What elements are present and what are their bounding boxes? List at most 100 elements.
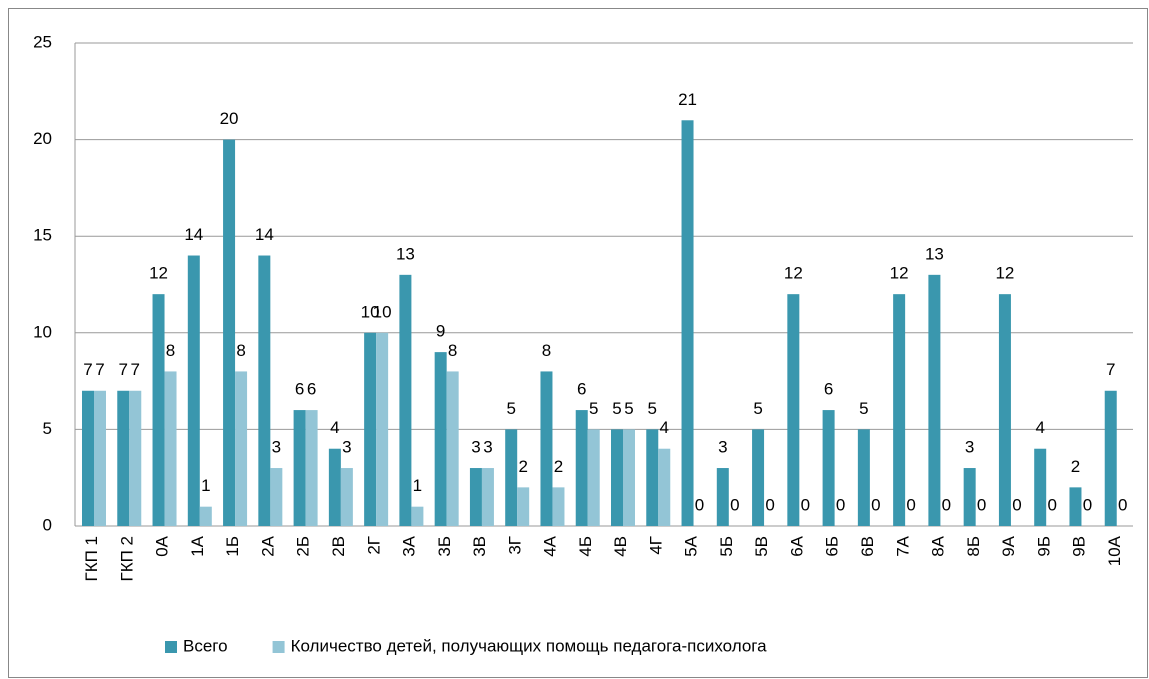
data-label: 2 — [1071, 457, 1080, 476]
bar — [681, 120, 694, 526]
bar — [623, 429, 635, 526]
data-label: 6 — [307, 380, 316, 399]
x-tick-label: 6А — [787, 535, 806, 556]
data-label: 6 — [295, 380, 304, 399]
y-tick-label: 10 — [33, 322, 52, 341]
data-label: 14 — [255, 225, 274, 244]
x-tick-label: 10А — [1105, 535, 1124, 566]
data-label: 0 — [871, 495, 880, 514]
legend-label: Всего — [183, 636, 228, 655]
data-label: 2 — [518, 457, 527, 476]
bar — [505, 429, 518, 526]
x-tick-label: 5Б — [717, 536, 736, 557]
data-label: 13 — [925, 244, 944, 263]
bar — [893, 294, 906, 526]
x-tick-label: 3В — [470, 536, 489, 557]
data-label: 0 — [1047, 495, 1056, 514]
bar — [305, 410, 318, 526]
x-tick-label: 4Г — [646, 536, 665, 555]
bar — [822, 410, 835, 526]
data-label: 8 — [448, 341, 457, 360]
data-label: 0 — [730, 495, 739, 514]
data-label: 5 — [612, 399, 621, 418]
legend-swatch — [272, 641, 285, 653]
data-label: 3 — [965, 438, 974, 457]
bar — [1069, 487, 1082, 526]
data-label: 1 — [413, 476, 422, 495]
bar — [340, 468, 353, 526]
x-tick-label: 8Б — [964, 536, 983, 557]
y-tick-label: 5 — [43, 419, 52, 438]
x-tick-label: 0А — [153, 535, 172, 556]
data-label: 3 — [272, 438, 281, 457]
x-tick-label: 3Г — [505, 536, 524, 555]
data-label: 14 — [184, 225, 203, 244]
data-label: 7 — [1106, 360, 1115, 379]
legend-label: Количество детей, получающих помощь педа… — [291, 636, 768, 655]
data-label: 5 — [753, 399, 762, 418]
data-label: 21 — [678, 90, 697, 109]
x-tick-label: 2Б — [294, 536, 313, 557]
data-label: 12 — [149, 264, 168, 283]
bar — [552, 487, 565, 526]
data-label: 0 — [977, 495, 986, 514]
x-tick-label: ГКП 1 — [82, 536, 101, 582]
x-tick-label: 6Б — [823, 536, 842, 557]
x-tick-label: 3А — [400, 535, 419, 556]
bar — [481, 468, 494, 526]
bar — [199, 506, 212, 526]
data-label: 12 — [995, 264, 1014, 283]
data-label: 5 — [624, 399, 633, 418]
bar — [364, 332, 377, 526]
bar — [658, 448, 671, 526]
data-label: 0 — [942, 495, 951, 514]
data-label: 9 — [436, 322, 445, 341]
data-label: 4 — [330, 418, 339, 437]
bar — [469, 468, 482, 526]
data-label: 0 — [1118, 495, 1127, 514]
legend-swatch — [165, 641, 177, 653]
data-label: 7 — [83, 360, 92, 379]
x-tick-label: 1А — [188, 535, 207, 556]
data-label: 13 — [396, 244, 415, 263]
x-tick-label: 5А — [682, 535, 701, 556]
x-tick-label: 4А — [541, 535, 560, 556]
data-label: 5 — [589, 399, 598, 418]
x-tick-label: 9Б — [1034, 536, 1053, 557]
chart-border — [8, 8, 1148, 678]
data-label: 10 — [373, 302, 392, 321]
bar — [857, 429, 870, 526]
data-label: 4 — [1035, 418, 1044, 437]
y-tick-label: 25 — [33, 32, 52, 51]
data-label: 0 — [695, 495, 704, 514]
x-tick-label: 9А — [999, 535, 1018, 556]
x-tick-label: 2А — [258, 535, 277, 556]
bar — [129, 390, 142, 526]
data-label: 6 — [824, 380, 833, 399]
bar — [575, 410, 588, 526]
data-label: 7 — [131, 360, 140, 379]
data-label: 0 — [765, 495, 774, 514]
bar — [82, 390, 94, 526]
data-label: 7 — [95, 360, 104, 379]
data-label: 12 — [784, 264, 803, 283]
bar — [434, 352, 447, 526]
x-tick-label: 1Б — [223, 536, 242, 557]
data-label: 0 — [1083, 495, 1092, 514]
bar — [963, 468, 976, 526]
x-tick-label: 3Б — [435, 536, 454, 557]
bar — [328, 448, 341, 526]
data-label: 3 — [471, 438, 480, 457]
bar — [187, 255, 200, 526]
bar — [517, 487, 530, 526]
bar — [587, 429, 600, 526]
data-label: 8 — [542, 341, 551, 360]
data-label: 0 — [906, 495, 915, 514]
y-tick-label: 15 — [33, 226, 52, 245]
bar — [164, 371, 177, 526]
bar — [376, 332, 389, 526]
data-label: 8 — [166, 341, 175, 360]
data-label: 20 — [220, 109, 239, 128]
data-label: 2 — [554, 457, 563, 476]
